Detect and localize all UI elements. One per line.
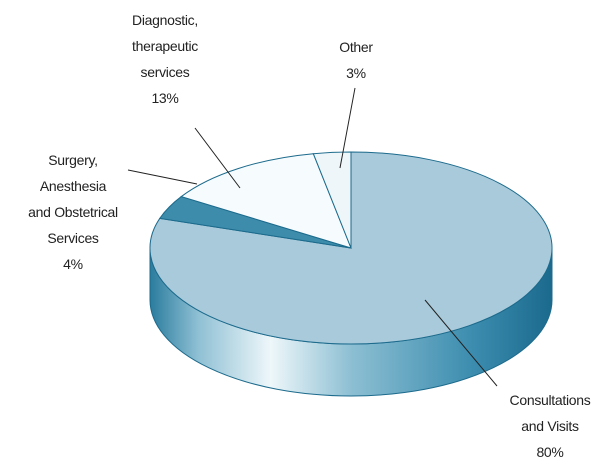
leader-line bbox=[194, 127, 241, 189]
slice-label: Consultations and Visits 80% bbox=[470, 387, 601, 464]
leader-line bbox=[424, 299, 498, 387]
category-label: Consultations and Visits bbox=[509, 392, 591, 434]
pie-slice bbox=[180, 153, 352, 249]
value-label: 3% bbox=[346, 65, 366, 81]
slices bbox=[149, 151, 553, 345]
slice-label: Other 3% bbox=[276, 34, 436, 86]
category-label: Diagnostic, therapeutic services bbox=[132, 12, 198, 80]
category-label: Surgery, Anesthesia and Obstetrical Serv… bbox=[28, 152, 118, 246]
pie-slice bbox=[312, 151, 352, 249]
category-label: Other bbox=[339, 39, 373, 55]
value-label: 13% bbox=[151, 90, 179, 106]
value-label: 80% bbox=[536, 444, 564, 460]
leader-line bbox=[127, 169, 198, 185]
leader-line bbox=[339, 87, 356, 169]
slice-label: Diagnostic, therapeutic services 13% bbox=[85, 7, 245, 111]
value-label: 4% bbox=[63, 256, 83, 272]
slice-label: Surgery, Anesthesia and Obstetrical Serv… bbox=[0, 147, 153, 277]
